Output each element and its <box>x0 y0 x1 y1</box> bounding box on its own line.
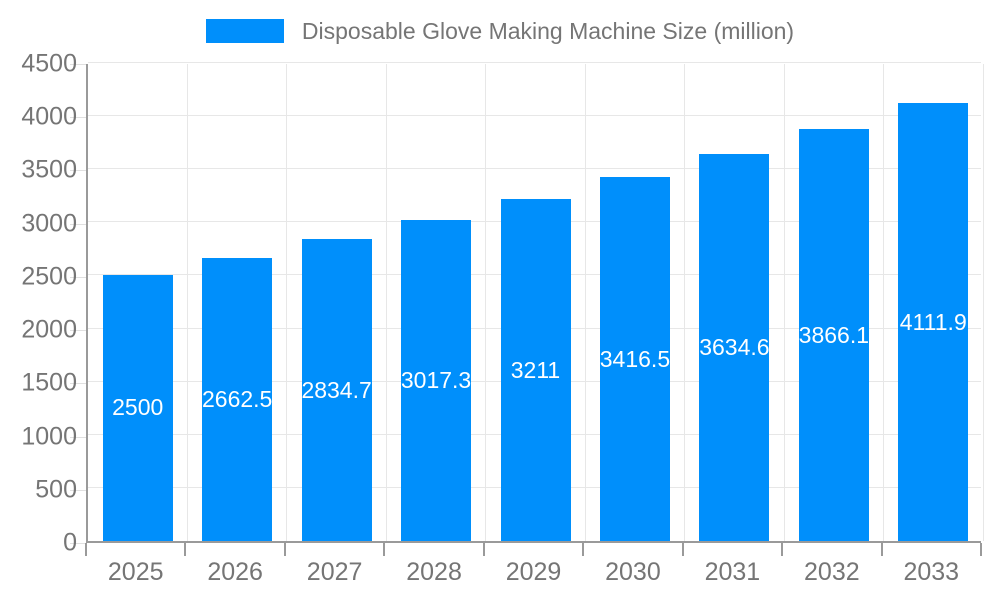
bar-2030[interactable]: 3416.5 <box>600 177 670 541</box>
gridline-horizontal <box>88 167 981 169</box>
plot-area: 2500 2662.5 2834.7 3017.3 3211 3416.5 3634.6 38… <box>86 61 984 543</box>
y-axis-tick-label: 3500 <box>21 155 77 184</box>
gridline-vertical <box>684 64 686 541</box>
y-axis-tick <box>70 383 86 385</box>
x-axis-tick <box>582 543 585 556</box>
y-axis-tick-label: 1500 <box>21 368 77 397</box>
y-axis-tick-label: 1000 <box>21 422 77 451</box>
x-axis-tick <box>681 543 684 556</box>
x-axis-tick <box>880 543 883 556</box>
bar-value-label: 3017.3 <box>400 366 472 393</box>
bar-2028[interactable]: 3017.3 <box>400 219 472 541</box>
x-axis-category-label: 2029 <box>505 558 562 586</box>
x-axis-category-label: 2032 <box>804 558 860 586</box>
bar-2032[interactable]: 3866.1 <box>799 129 869 541</box>
legend-series-label: Disposable Glove Making Machine Size (mi… <box>301 17 795 44</box>
bar-value-label: 4111.9 <box>899 308 967 335</box>
bar-value-label: 3866.1 <box>798 321 870 348</box>
y-axis-tick-label: 4500 <box>21 49 77 78</box>
y-axis-tick-label: 3000 <box>21 209 77 238</box>
y-axis-tick <box>70 276 86 278</box>
x-axis-tick <box>980 543 982 556</box>
gridline-vertical <box>783 64 785 541</box>
y-axis-tick <box>70 117 86 119</box>
y-axis-tick-label: 2500 <box>21 262 77 291</box>
y-axis-tick-label: 4000 <box>21 102 77 131</box>
bar-value-label: 2834.7 <box>301 376 372 403</box>
y-axis-tick <box>70 543 86 544</box>
y-axis-tick <box>70 489 86 491</box>
x-axis-tick <box>383 543 386 556</box>
y-axis-tick <box>70 170 86 172</box>
x-axis-category-label: 2025 <box>107 558 164 586</box>
y-axis-tick-label: 2000 <box>21 315 77 344</box>
bar-2027[interactable]: 2834.7 <box>301 239 372 541</box>
bar-2025[interactable]: 2500 <box>102 274 173 541</box>
gridline-vertical <box>982 64 984 541</box>
x-axis-category-label: 2027 <box>306 558 363 586</box>
x-axis-category-label: 2033 <box>903 558 960 586</box>
x-axis-tick <box>781 543 784 556</box>
bar-2033[interactable]: 4111.9 <box>898 103 969 541</box>
x-axis-tick <box>184 543 187 556</box>
gridline-horizontal <box>88 61 981 63</box>
bar-value-label: 2500 <box>112 394 164 421</box>
gridline-vertical <box>584 64 586 541</box>
gridline-vertical <box>385 64 387 541</box>
bar-2029[interactable]: 3211 <box>500 199 571 541</box>
gridline-vertical <box>485 64 487 541</box>
y-axis-tick <box>70 223 86 225</box>
x-axis-category-label: 2031 <box>704 558 761 586</box>
gridline-vertical <box>286 64 288 541</box>
x-axis-category-label: 2028 <box>406 558 462 586</box>
gridline-horizontal <box>88 114 981 116</box>
x-axis-category-label: 2026 <box>207 558 263 586</box>
bar-value-label: 3416.5 <box>599 345 671 372</box>
y-axis-tick <box>70 64 86 65</box>
gridline-vertical <box>186 64 188 541</box>
y-axis-tick-label: 500 <box>35 475 77 504</box>
bar-value-label: 3634.6 <box>699 334 770 361</box>
bar-2026[interactable]: 2662.5 <box>201 257 273 541</box>
legend-swatch <box>205 19 284 43</box>
x-axis-tick <box>283 543 286 556</box>
x-axis-tick <box>85 543 87 556</box>
bar-2031[interactable]: 3634.6 <box>699 154 770 541</box>
gridline-vertical <box>883 64 885 541</box>
x-axis-tick <box>482 543 485 556</box>
y-axis-tick <box>70 436 86 438</box>
bar-value-label: 2662.5 <box>201 385 273 412</box>
bar-value-label: 3211 <box>510 356 561 383</box>
y-axis-tick <box>70 330 86 332</box>
y-axis-tick-label: 0 <box>63 528 77 557</box>
legend[interactable]: Disposable Glove Making Machine Size (mi… <box>0 12 1000 50</box>
x-axis-category-label: 2030 <box>605 558 661 586</box>
